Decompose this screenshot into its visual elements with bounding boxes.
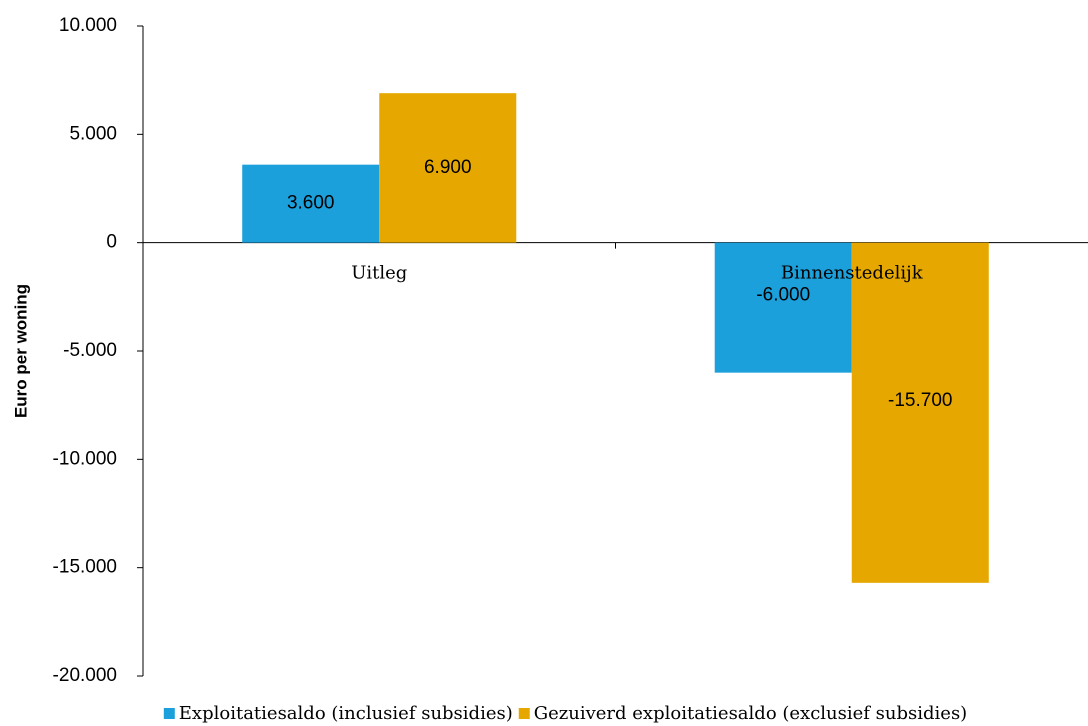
data-label: 3.600 [287,193,335,214]
legend-swatch [163,708,175,719]
y-axis-label: Euro per woning [11,284,30,418]
y-tick-label: -5.000 [63,340,117,361]
bar [714,242,852,373]
y-tick-label: 0 [106,232,117,253]
data-label: 6.900 [424,157,472,178]
y-tick-label: -10.000 [53,448,117,469]
y-tick-label: 5.000 [69,123,117,144]
y-tick-label: -15.000 [53,557,117,578]
legend-swatch [518,708,530,719]
bar [379,93,517,243]
data-label: -6.000 [756,285,810,306]
x-tick-label: Binnenstedelijk [781,263,924,284]
x-tick-label: Uitleg [351,263,407,284]
bar [851,242,989,583]
legend-label: Gezuiverd exploitatiesaldo (exclusief su… [534,703,967,724]
y-tick-label: 10.000 [59,15,117,36]
bar [242,164,380,243]
legend-label: Exploitatiesaldo (inclusief subsidies) [179,703,513,724]
data-label: -15.700 [888,390,952,411]
y-tick-label: -20.000 [53,665,117,686]
